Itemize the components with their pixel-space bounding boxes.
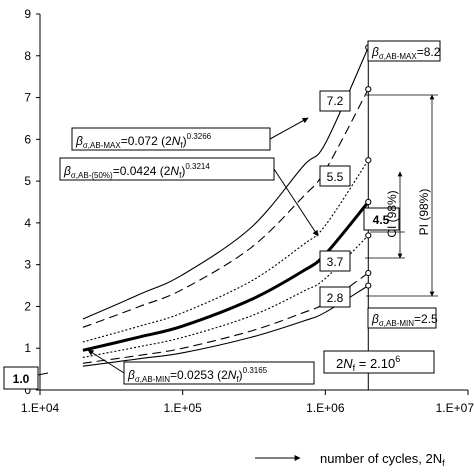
svg-text:4.5: 4.5 <box>373 213 390 227</box>
x-tick-label: 1.E+07 <box>436 401 474 415</box>
nf-label: 2Nf = 2.106 <box>323 350 435 374</box>
eq-ab-50: βσ,AB-(50%)=0.0424 (2Nf)0.3214 <box>59 157 275 181</box>
end-marker <box>365 232 372 239</box>
y-ticks: 0 1 2 3 4 5 6 7 8 9 <box>24 7 40 397</box>
y-tick-label: 5 <box>24 174 31 188</box>
x-tick-label: 1.E+04 <box>21 401 60 415</box>
y-tick-label: 0 <box>24 383 31 397</box>
svg-text:7.2: 7.2 <box>327 94 344 108</box>
label-box-4-5: 4.5 <box>363 207 400 231</box>
ab-max-label: βσ,AB-MAX=8.2 <box>367 40 441 62</box>
eq-max-leader <box>269 117 309 140</box>
y-tick-label: 4 <box>24 216 31 230</box>
y-tick-label: 8 <box>24 49 31 63</box>
y-tick-label: 1 <box>24 341 31 355</box>
end-marker <box>365 269 372 277</box>
start-label: 1.0 <box>13 372 30 386</box>
series-line-ab_lower <box>82 272 369 364</box>
x-ticks: 1.E+04 1.E+05 1.E+06 1.E+07 <box>21 390 474 415</box>
eq-ab-min: βσ,AB-MIN=0.0253 (2Nf)0.3165 <box>123 361 315 385</box>
y-tick-label: 3 <box>24 258 31 272</box>
svg-text:βσ,AB-MAX=8.2: βσ,AB-MAX=8.2 <box>371 45 441 61</box>
series-line-ab_min <box>82 285 369 367</box>
label-box-5-5: 5.5 <box>319 165 351 187</box>
end-marker <box>365 86 372 93</box>
label-box-7-2: 7.2 <box>319 90 351 112</box>
eq-50-leader <box>273 168 319 237</box>
svg-text:3.7: 3.7 <box>327 255 344 269</box>
y-tick-label: 6 <box>24 132 31 146</box>
x-tick-label: 1.E+05 <box>163 401 202 415</box>
series-line-ab_max <box>82 47 369 320</box>
end-marker <box>365 198 372 206</box>
svg-text:2.8: 2.8 <box>327 291 344 305</box>
eq-ab-max: βσ,AB-MAX=0.072 (2Nf)0.3266 <box>71 127 271 151</box>
y-tick-label: 2 <box>24 299 31 313</box>
ci-label: CI (98%) <box>385 190 399 237</box>
pi-label: PI (98%) <box>417 189 431 236</box>
label-box-2-8: 2.8 <box>319 286 351 308</box>
svg-text:5.5: 5.5 <box>327 170 344 184</box>
end-marker <box>365 157 372 164</box>
start-label-leader <box>37 372 49 376</box>
y-tick-label: 7 <box>24 91 31 105</box>
svg-text:βσ,AB-MIN=2.5: βσ,AB-MIN=2.5 <box>371 312 438 328</box>
label-box-3-7: 3.7 <box>319 250 351 272</box>
series-line-ab_ci_lower <box>82 235 369 358</box>
svg-text:βσ,AB-MIN=0.0253 (2Nf)0.3165: βσ,AB-MIN=0.0253 (2Nf)0.3165 <box>127 366 268 384</box>
end-marker <box>365 282 372 289</box>
start-label-box <box>3 366 39 390</box>
svg-text:2Nf = 2.106: 2Nf = 2.106 <box>336 354 400 373</box>
eq-min-leader <box>87 349 125 374</box>
series-line-ab_ci_upper <box>82 159 369 343</box>
y-tick-label: 9 <box>24 7 31 21</box>
pi-bracket <box>366 94 438 297</box>
ci-bracket <box>365 171 405 259</box>
ab-min-label: βσ,AB-MIN=2.5 <box>367 307 438 329</box>
series-line-ab_50 <box>82 201 370 352</box>
x-tick-label: 1.E+06 <box>306 401 345 415</box>
x-axis-label: number of cycles, 2Nf <box>320 451 445 468</box>
svg-text:βσ,AB-(50%)=0.0424 (2Nf)0.3214: βσ,AB-(50%)=0.0424 (2Nf)0.3214 <box>63 162 210 180</box>
svg-text:βσ,AB-MAX=0.072 (2Nf)0.3266: βσ,AB-MAX=0.072 (2Nf)0.3266 <box>75 132 212 150</box>
